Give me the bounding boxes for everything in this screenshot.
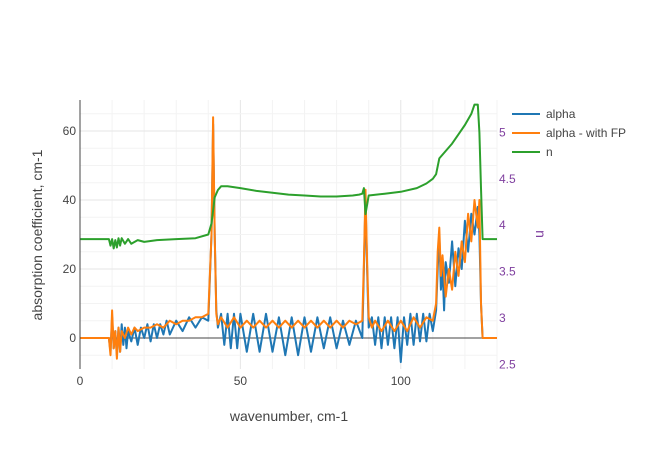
y2-tick-label: 2.5 [499,357,516,371]
y2-tick-label: 3.5 [499,265,516,279]
y2-tick-label: 5 [499,125,506,139]
y2-tick-label: 4 [499,218,506,232]
x-tick-label: 0 [77,374,84,388]
y2-tick-label: 3 [499,311,506,325]
plot-area [80,103,497,364]
y-tick-label: 20 [63,262,77,276]
y-tick-label: 0 [69,331,76,345]
y-tick-label: 40 [63,193,77,207]
legend-label: alpha - with FP [546,126,626,140]
y2-tick-label: 4.5 [499,172,516,186]
legend-item[interactable]: alpha [512,107,576,121]
x-tick-label: 100 [391,374,411,388]
legend-label: n [546,145,553,159]
legend[interactable]: alpha alpha - with FP n [512,107,626,159]
axes: 0 50 100 0 20 40 60 2.5 3 3.5 4 4.5 5 [63,100,516,388]
y-axis-title: absorption coefficient, cm-1 [29,149,45,320]
x-tick-label: 50 [234,374,248,388]
legend-item[interactable]: n [512,145,553,159]
legend-label: alpha [546,107,576,121]
series-line-n [80,103,497,250]
x-axis-title: wavenumber, cm-1 [229,408,348,424]
y2-axis-title: n [533,230,549,238]
series-line-alpha-with-fp [80,116,497,360]
legend-item[interactable]: alpha - with FP [512,126,626,140]
y-tick-label: 60 [63,124,77,138]
